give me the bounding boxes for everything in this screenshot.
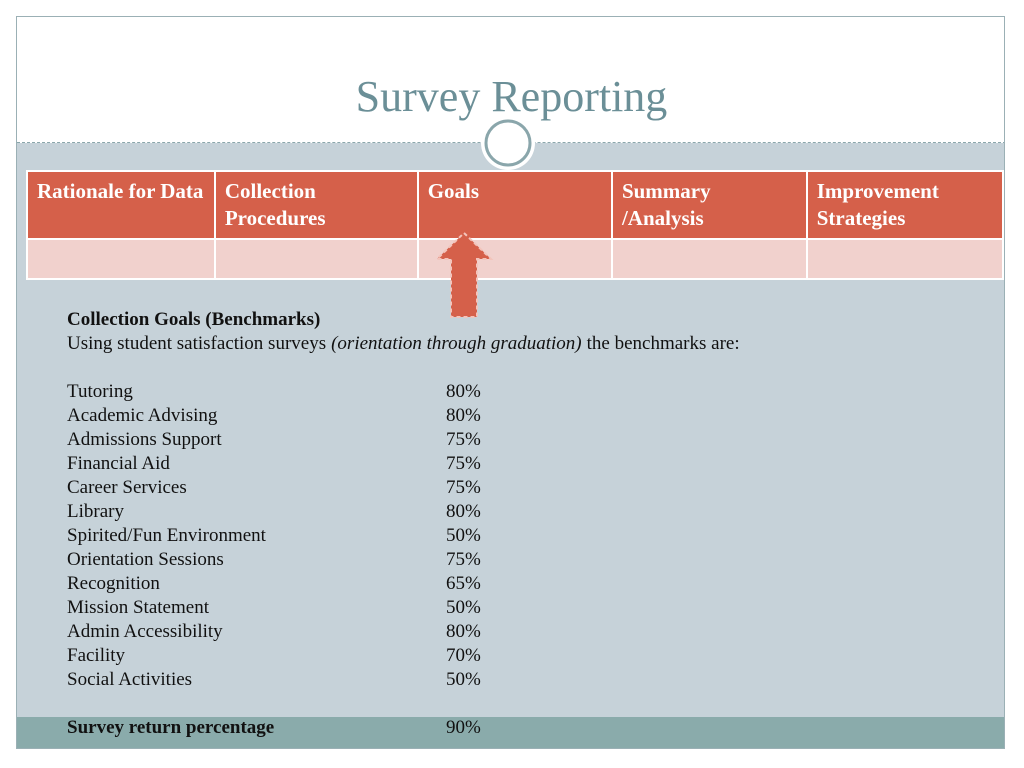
benchmark-label: Admin Accessibility — [67, 621, 223, 642]
bullet-list: Collection Goals (Benchmarks) Using stude… — [17, 17, 1004, 748]
footer-band — [17, 717, 1004, 748]
table-cell — [805, 238, 1004, 280]
table: Rationale for Data Collection Procedures G… — [26, 170, 1004, 280]
benchmark-value: 50% — [446, 525, 481, 546]
sentence-part: the benchmarks are: — [586, 333, 740, 354]
slide: Survey Reporting Rationale for Data Colle… — [16, 16, 1005, 749]
header-cell: Goals — [416, 170, 613, 240]
benchmark-value: 80% — [446, 501, 481, 522]
benchmark-label: Orientation Sessions — [67, 549, 224, 570]
benchmark-value: 75% — [446, 477, 481, 498]
benchmark-label: Library — [67, 501, 124, 522]
benchmark-label: Spirited/Fun Environment — [67, 525, 266, 546]
benchmark-value: 80% — [446, 405, 481, 426]
table-cell — [26, 238, 216, 280]
benchmark-value: 75% — [446, 549, 481, 570]
benchmark-value: 50% — [446, 669, 481, 690]
benchmark-label: Career Services — [67, 477, 187, 498]
slide-title: Survey Reporting — [355, 72, 668, 121]
sentence-part: (orientation through graduation) — [331, 333, 582, 354]
return-value: 90% — [446, 717, 481, 738]
benchmark-label: Social Activities — [67, 669, 193, 690]
header-cell: Collection Procedures — [213, 170, 419, 240]
sentence: Using student satisfaction surveys (orien… — [67, 332, 740, 356]
benchmark-value: 70% — [446, 645, 481, 666]
benchmark-value: 75% — [446, 429, 481, 450]
benchmark-value: 65% — [446, 573, 481, 594]
benchmark-value: 80% — [446, 381, 481, 402]
header-cell: Summary /Analysis — [610, 170, 808, 240]
benchmark-label: Mission Statement — [67, 597, 209, 618]
benchmark-label: Recognition — [67, 573, 160, 594]
table-cell — [213, 238, 419, 280]
header-cell: Rationale for Data — [26, 170, 216, 240]
benchmark-label: Academic Advising — [67, 405, 218, 426]
benchmark-value: 80% — [446, 621, 481, 642]
heading: Collection Goals (Benchmarks) — [67, 309, 321, 330]
benchmark-label: Tutoring — [67, 381, 133, 402]
benchmark-value: 75% — [446, 453, 481, 474]
benchmark-value: 50% — [446, 597, 481, 618]
header-cell: Improvement Strategies — [805, 170, 1004, 240]
arrow — [434, 231, 494, 318]
sentence-part: Using student satisfaction surveys — [67, 333, 327, 354]
benchmark-label: Financial Aid — [67, 453, 170, 474]
table-cell — [610, 238, 808, 280]
benchmark-label: Facility — [67, 645, 126, 666]
benchmark-label: Admissions Support — [67, 429, 222, 450]
return-label: Survey return percentage — [67, 717, 275, 738]
divider-ornament — [481, 116, 535, 170]
